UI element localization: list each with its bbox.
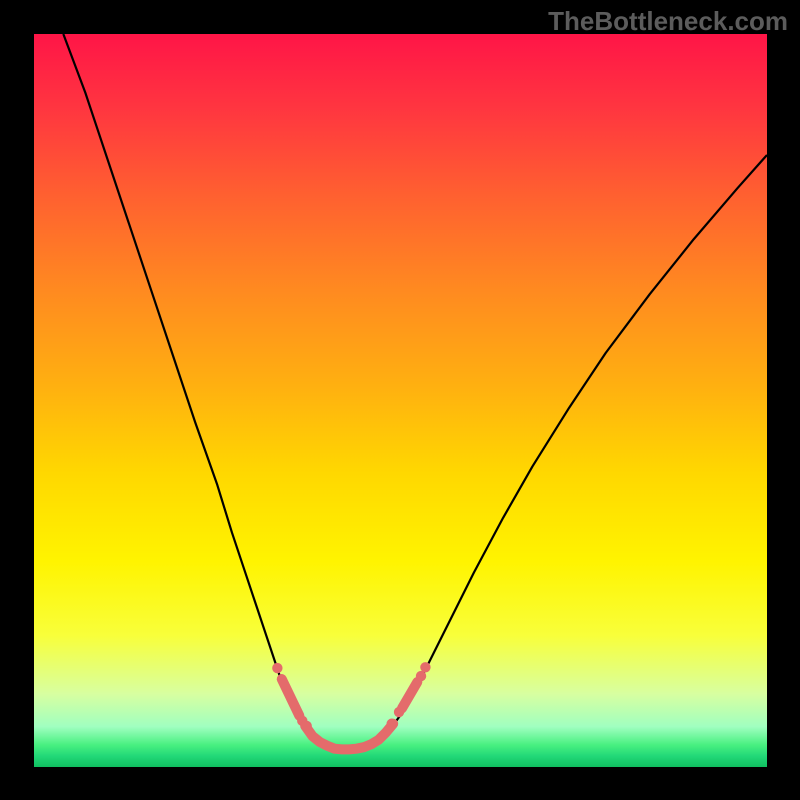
highlight-left-segment — [282, 679, 300, 716]
highlight-bottom-curve — [305, 724, 393, 750]
bottleneck-curve — [63, 34, 767, 750]
curve-overlay — [0, 0, 800, 800]
highlight-right-segment — [402, 682, 417, 708]
chart-container: TheBottleneck.com — [0, 0, 800, 800]
watermark-text: TheBottleneck.com — [548, 6, 788, 37]
